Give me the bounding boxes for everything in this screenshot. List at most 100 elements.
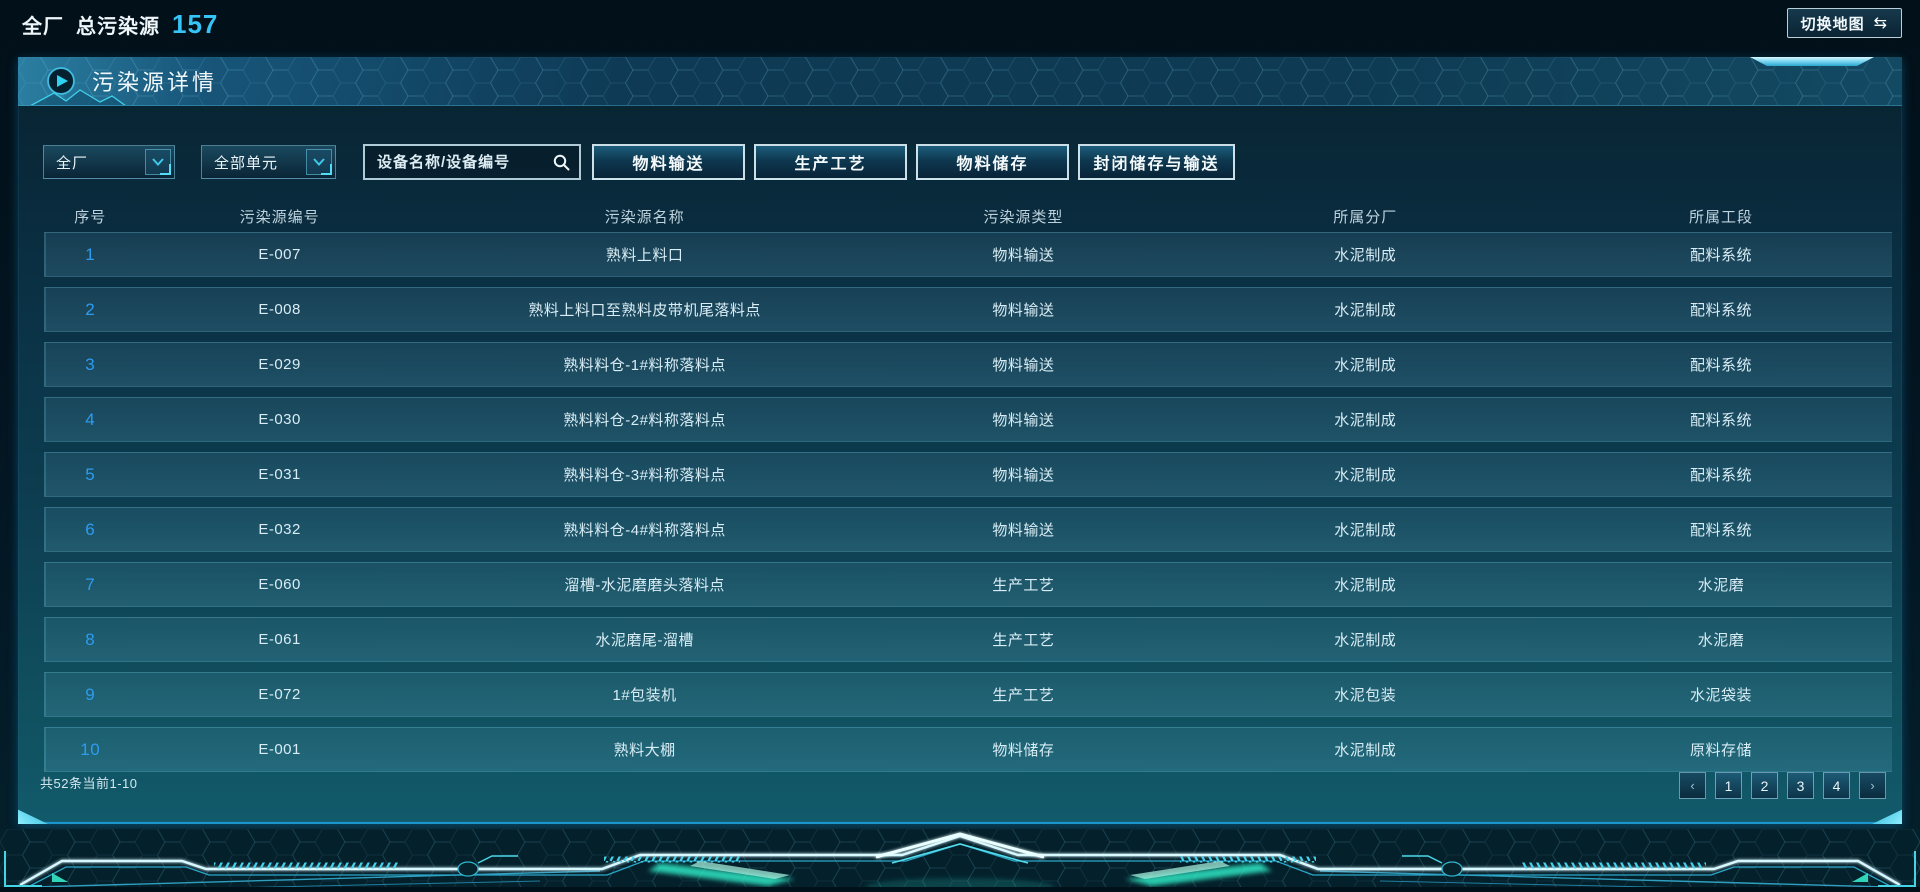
cell-section: 原料存储 xyxy=(1690,742,1753,759)
table-row[interactable]: 6 E-032 熟料料仓-4#料称落料点 物料输送 水泥制成 配料系统 xyxy=(44,507,1892,552)
plant-dropdown[interactable]: 全厂 xyxy=(43,145,175,179)
total-pollution-count: 157 xyxy=(172,9,219,39)
cell-factory: 水泥制成 xyxy=(1334,467,1397,484)
page-number-button[interactable]: 2 xyxy=(1751,772,1778,799)
chevron-down-icon xyxy=(313,158,325,166)
table-row[interactable]: 8 E-061 水泥磨尾-溜槽 生产工艺 水泥制成 水泥磨 xyxy=(44,617,1892,662)
cell-source-type: 物料输送 xyxy=(992,467,1055,484)
panel-title: 污染源详情 xyxy=(92,70,218,95)
cell-source-name: 熟料上料口至熟料皮带机尾落料点 xyxy=(528,302,761,319)
column-header: 序号 xyxy=(74,208,107,226)
column-header: 污染源编号 xyxy=(239,208,320,226)
device-search xyxy=(363,144,581,180)
cell-section: 配料系统 xyxy=(1690,302,1753,319)
cell-source-type: 物料输送 xyxy=(992,357,1055,374)
cell-section: 水泥磨 xyxy=(1697,632,1745,649)
table-row[interactable]: 7 E-060 溜槽-水泥磨磨头落料点 生产工艺 水泥制成 水泥磨 xyxy=(44,562,1892,607)
swap-arrows-icon: ⇆ xyxy=(1873,15,1888,32)
cell-source-name: 熟料大棚 xyxy=(613,742,676,759)
chevron-down-icon xyxy=(152,158,164,166)
cell-source-code: E-029 xyxy=(258,356,301,373)
cell-source-name: 溜槽-水泥磨磨头落料点 xyxy=(564,577,725,594)
total-pollution-label: 总污染源 xyxy=(76,16,160,38)
cell-section: 水泥磨 xyxy=(1697,577,1745,594)
cell-source-name: 水泥磨尾-溜槽 xyxy=(595,632,694,649)
device-search-input[interactable] xyxy=(365,146,579,178)
play-icon xyxy=(47,67,75,95)
cell-source-code: E-061 xyxy=(258,631,301,648)
cell-section: 配料系统 xyxy=(1690,357,1753,374)
cell-source-type: 生产工艺 xyxy=(992,632,1055,649)
cell-factory: 水泥制成 xyxy=(1334,357,1397,374)
cell-factory: 水泥制成 xyxy=(1334,632,1397,649)
cell-source-name: 熟料料仓-2#料称落料点 xyxy=(563,412,726,429)
cell-section: 水泥袋装 xyxy=(1690,687,1753,704)
column-header: 污染源类型 xyxy=(983,208,1064,226)
cell-source-type: 生产工艺 xyxy=(992,687,1055,704)
switch-map-label: 切换地图 xyxy=(1800,15,1865,33)
cell-index: 6 xyxy=(85,519,96,539)
type-filter-button[interactable]: 封闭储存与输送 xyxy=(1078,144,1235,180)
cell-source-code: E-008 xyxy=(258,301,301,318)
cell-source-code: E-007 xyxy=(258,246,301,263)
cell-source-type: 生产工艺 xyxy=(992,577,1055,594)
table-row[interactable]: 1 E-007 熟料上料口 物料输送 水泥制成 配料系统 xyxy=(44,232,1892,277)
table-row[interactable]: 3 E-029 熟料料仓-1#料称落料点 物料输送 水泥制成 配料系统 xyxy=(44,342,1892,387)
table-row[interactable]: 4 E-030 熟料料仓-2#料称落料点 物料输送 水泥制成 配料系统 xyxy=(44,397,1892,442)
cell-index: 2 xyxy=(85,299,96,319)
page-number-button[interactable]: 1 xyxy=(1715,772,1742,799)
cell-index: 4 xyxy=(85,409,96,429)
plant-dropdown-toggle[interactable] xyxy=(145,149,171,175)
cell-factory: 水泥制成 xyxy=(1334,522,1397,539)
plant-scope-label: 全厂 xyxy=(22,16,64,38)
table-row[interactable]: 10 E-001 熟料大棚 物料储存 水泥制成 原料存储 xyxy=(44,727,1892,772)
switch-map-button[interactable]: 切换地图 ⇆ xyxy=(1786,8,1902,38)
cell-source-code: E-060 xyxy=(258,576,301,593)
table-row[interactable]: 5 E-031 熟料料仓-3#料称落料点 物料输送 水泥制成 配料系统 xyxy=(44,452,1892,497)
page-number-button[interactable]: 4 xyxy=(1823,772,1850,799)
top-bar: 全厂 总污染源 157 切换地图 ⇆ xyxy=(0,0,1920,56)
pagination-summary: 共52条当前1-10 xyxy=(40,776,138,791)
cell-factory: 水泥制成 xyxy=(1334,742,1397,759)
prev-page-button[interactable]: ‹ xyxy=(1679,772,1706,799)
unit-dropdown-toggle[interactable] xyxy=(306,149,332,175)
unit-dropdown[interactable]: 全部单元 xyxy=(201,145,336,179)
cell-factory: 水泥制成 xyxy=(1334,247,1397,264)
cell-section: 配料系统 xyxy=(1690,412,1753,429)
cell-index: 9 xyxy=(85,684,96,704)
cell-source-code: E-001 xyxy=(258,741,301,758)
column-header: 所属工段 xyxy=(1689,208,1754,226)
hexagon-pattern-decoration xyxy=(18,57,1902,105)
panel-notch-decoration xyxy=(1750,57,1874,66)
mountain-decoration xyxy=(30,89,126,105)
cell-source-type: 物料储存 xyxy=(992,742,1055,759)
page-number-button[interactable]: 3 xyxy=(1787,772,1814,799)
next-page-button[interactable]: › xyxy=(1859,772,1886,799)
cell-source-type: 物料输送 xyxy=(992,522,1055,539)
type-filter-button[interactable]: 物料输送 xyxy=(592,144,745,180)
panel-header: 污染源详情 xyxy=(18,57,1902,106)
cell-section: 配料系统 xyxy=(1690,522,1753,539)
cell-section: 配料系统 xyxy=(1690,247,1753,264)
cell-source-code: E-072 xyxy=(258,686,301,703)
type-filter-button[interactable]: 物料储存 xyxy=(916,144,1069,180)
panel-corner-accent-right xyxy=(1872,809,1902,824)
page-title: 全厂 总污染源 157 xyxy=(22,9,218,40)
cell-source-name: 熟料料仓-3#料称落料点 xyxy=(563,467,726,484)
table-row[interactable]: 9 E-072 1#包装机 生产工艺 水泥包装 水泥袋装 xyxy=(44,672,1892,717)
cell-factory: 水泥包装 xyxy=(1334,687,1397,704)
search-icon[interactable] xyxy=(553,154,570,171)
cell-index: 5 xyxy=(85,464,96,484)
type-filter-buttons: 物料输送 生产工艺 物料储存 封闭储存与输送 xyxy=(592,144,1235,180)
table-row[interactable]: 2 E-008 熟料上料口至熟料皮带机尾落料点 物料输送 水泥制成 配料系统 xyxy=(44,287,1892,332)
column-header: 所属分厂 xyxy=(1333,208,1398,226)
cell-source-name: 熟料料仓-1#料称落料点 xyxy=(563,357,726,374)
cell-index: 7 xyxy=(85,574,96,594)
cell-index: 10 xyxy=(80,739,101,759)
type-filter-button[interactable]: 生产工艺 xyxy=(754,144,907,180)
plant-dropdown-value: 全厂 xyxy=(56,154,89,172)
bottom-decoration-bar xyxy=(0,829,1920,892)
cell-source-type: 物料输送 xyxy=(992,247,1055,264)
